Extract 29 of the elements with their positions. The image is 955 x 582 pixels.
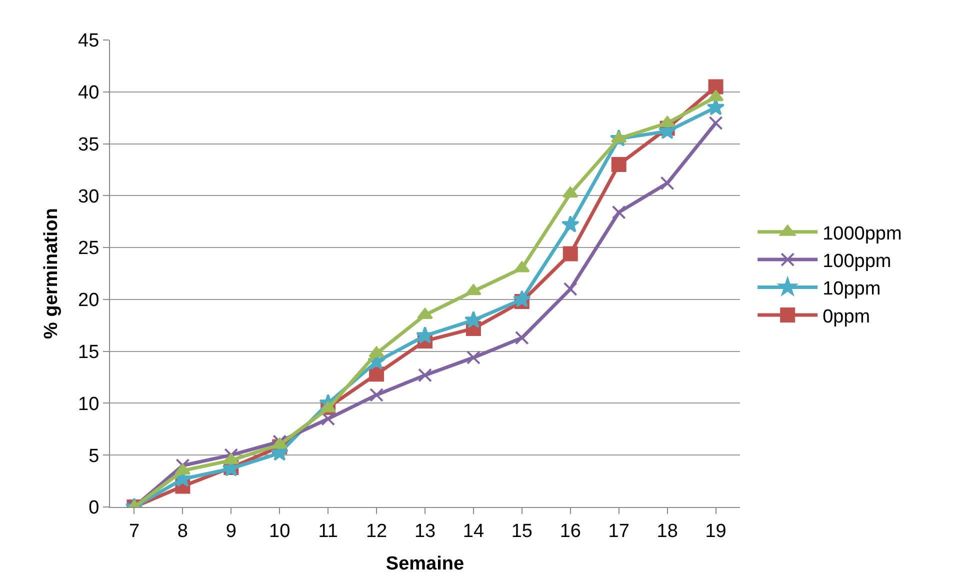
y-tick-label: 30 xyxy=(78,186,100,208)
legend-label: 0ppm xyxy=(822,306,870,328)
y-tick-label: 0 xyxy=(88,498,100,519)
x-tick-label: 12 xyxy=(366,520,388,542)
y-tick-label: 15 xyxy=(78,342,100,363)
legend-label: 100ppm xyxy=(822,250,892,272)
x-tick-label: 16 xyxy=(560,520,581,542)
x-tick-label: 11 xyxy=(318,520,338,542)
y-tick-label: 40 xyxy=(78,82,100,104)
x-tick-label: 15 xyxy=(511,520,532,542)
x-tick-label: 13 xyxy=(414,520,436,542)
y-tick-label: 20 xyxy=(78,290,100,312)
x-axis-title: Semaine xyxy=(386,554,464,575)
y-tick-label: 10 xyxy=(78,394,100,415)
y-tick-label: 45 xyxy=(78,30,100,52)
x-tick-label: 10 xyxy=(269,520,290,542)
x-tick-label: 8 xyxy=(177,520,188,542)
x-tick-label: 14 xyxy=(462,520,484,542)
x-tick-label: 18 xyxy=(656,520,678,542)
x-tick-label: 17 xyxy=(608,520,630,542)
y-tick-label: 35 xyxy=(78,134,100,156)
legend-label: 1000ppm xyxy=(822,223,902,244)
y-axis-title: % germination xyxy=(40,208,62,339)
y-tick-label: 5 xyxy=(88,446,100,467)
legend-label: 10ppm xyxy=(822,278,881,300)
x-tick-label: 7 xyxy=(128,520,140,542)
y-tick-label: 25 xyxy=(78,238,100,260)
x-tick-label: 9 xyxy=(226,520,236,542)
x-tick-label: 19 xyxy=(705,520,726,542)
